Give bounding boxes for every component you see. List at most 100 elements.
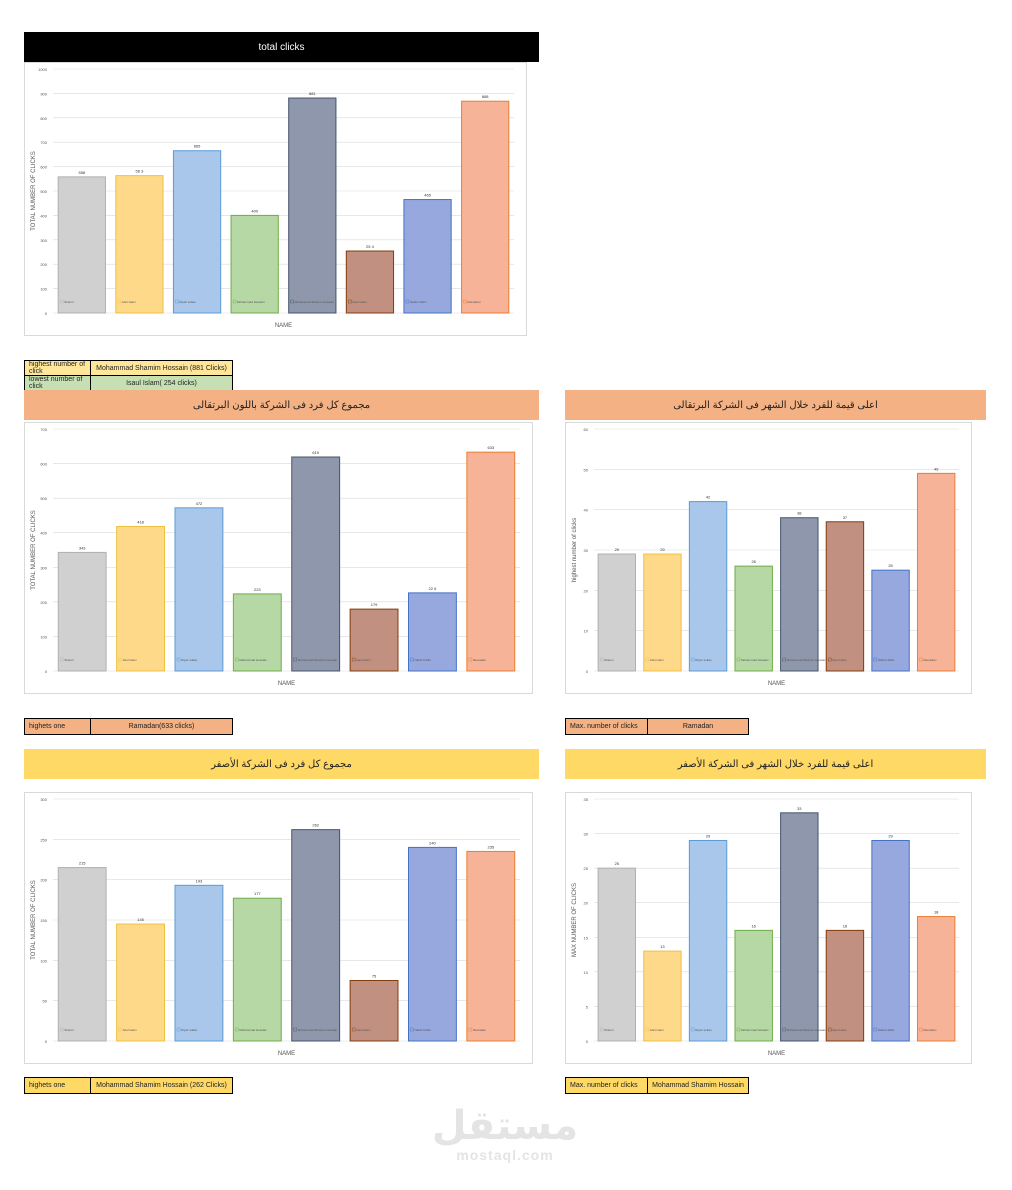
bar: [688, 839, 728, 1042]
chart5-plot-area: 0 5 10 15 20 25 30 35 25 Sharmi 13 Abul Islam 29 Riya…: [565, 792, 972, 1064]
y-tick-label: 600: [40, 462, 47, 467]
chart1-svg: 0 100 200 300 400 500 600 700 800 900 1000 558 Sharm…: [31, 67, 514, 329]
bar: [825, 521, 865, 672]
highest-value: Mohammad Shamim Hossain (881 Clicks): [96, 364, 227, 372]
chart3-title-band: اعلى قيمة للفرد خلال الشهر فى الشركة الب…: [565, 390, 986, 420]
legend-label: Mohammad Shamim Hossain: [298, 1028, 338, 1032]
bar: [597, 553, 637, 672]
x-axis-label: NAME: [768, 1051, 785, 1057]
data-label: 16: [751, 923, 756, 928]
chart2-title: مجموع كل فرد فى الشركة باللون البرتقالى: [192, 399, 371, 411]
highest-label: highest number of click: [25, 361, 91, 375]
y-tick-label: 0: [586, 669, 589, 674]
chart1-title-band: total clicks: [24, 32, 539, 62]
legend-label: Mohammad Hossain: [741, 658, 769, 662]
legend-label: Sharmi: [604, 658, 614, 662]
legend-label: Sharmi: [64, 1028, 74, 1032]
legend-swatch: [828, 657, 832, 662]
bar: [643, 950, 682, 1042]
data-label: 22 6: [429, 586, 438, 591]
chart3-summary-value: Ramadan: [682, 723, 714, 730]
y-tick-label: 400: [40, 213, 47, 218]
data-label: 418: [137, 519, 144, 524]
legend-label: Ramadan: [923, 1028, 936, 1032]
watermark: مستقل mostaql.com: [430, 1105, 580, 1163]
y-tick-label: 300: [40, 238, 47, 243]
bar: [597, 867, 637, 1042]
bar: [688, 501, 728, 672]
data-label: 193: [196, 878, 203, 883]
data-label: 223: [254, 587, 261, 592]
y-axis-label: MAX NUMBER OF CLICKS: [572, 883, 578, 957]
legend-swatch: [60, 657, 64, 662]
bar: [174, 884, 224, 1042]
bar: [408, 592, 457, 672]
legend-swatch: [463, 299, 467, 304]
legend-label: Nahid Uddin: [415, 1028, 432, 1032]
bar: [871, 569, 910, 672]
legend-label: Mohammad Hossain: [239, 1028, 267, 1032]
bar: [734, 565, 773, 672]
bar: [461, 100, 510, 314]
y-tick-label: 200: [40, 878, 47, 883]
legend-swatch: [175, 299, 179, 304]
legend-label: Abul Islam: [123, 1028, 138, 1032]
y-tick-label: 600: [40, 165, 47, 170]
data-label: 42: [706, 495, 711, 500]
legend-label: Ramadan: [473, 658, 486, 662]
legend-swatch: [468, 1027, 473, 1032]
legend-swatch: [59, 299, 64, 304]
data-label: 400: [251, 208, 258, 213]
legend-swatch: [405, 299, 410, 304]
data-label: 75: [372, 974, 377, 979]
bar: [345, 250, 395, 314]
legend-label: Riyaz sultan: [181, 1028, 198, 1032]
watermark-arabic: مستقل: [431, 1103, 579, 1149]
data-label: 25: [615, 861, 620, 866]
chart3-summary-label: Max. number of clicks: [566, 719, 648, 734]
bar: [466, 850, 516, 1042]
bar: [232, 897, 282, 1042]
data-label: 240: [429, 840, 436, 845]
legend-label: Isaul Islam: [832, 658, 847, 662]
legend-label: Riyaz sultan: [179, 300, 196, 304]
legend-label: Riyaz sultan: [695, 1028, 712, 1032]
lowest-row: lowest number of click Isaul Islam( 254 …: [25, 376, 232, 390]
legend-label: Sharmi: [64, 658, 74, 662]
bar: [466, 451, 516, 672]
legend-label: Abul Islam: [122, 300, 137, 304]
bar: [57, 551, 107, 672]
data-label: 29: [615, 547, 620, 552]
legend-swatch: [232, 299, 237, 304]
chart2-summary-table: highets one Ramadan(633 clicks): [24, 718, 233, 735]
y-tick-label: 20: [584, 901, 589, 906]
chart4-title: مجموع كل فرد فى الشركة الأصفر: [211, 758, 352, 770]
chart4-plot-area: 0 50 100 150 200 250 300 215 Sharmi 145 Abul Islam…: [24, 792, 533, 1064]
legend-swatch: [873, 1027, 878, 1032]
legend-swatch: [60, 1027, 64, 1032]
bar: [230, 214, 279, 314]
legend-label: Ramadan: [468, 300, 481, 304]
legend-swatch: [691, 657, 695, 662]
data-label: 179: [371, 602, 378, 607]
legend-label: Mohammad Hossain: [237, 300, 265, 304]
legend-label: Riyaz sultan: [695, 658, 712, 662]
legend-label: Isaul Islam: [352, 300, 367, 304]
y-tick-label: 500: [40, 189, 47, 194]
legend-label: Abul Islam: [650, 658, 665, 662]
legend-swatch: [410, 1027, 414, 1032]
bar: [734, 929, 773, 1042]
data-label: 881: [309, 91, 316, 96]
data-label: 619: [312, 450, 319, 455]
y-tick-label: 40: [584, 508, 589, 513]
legend-swatch: [919, 657, 923, 662]
chart1-title: total clicks: [258, 41, 305, 53]
chart3-summary-table: Max. number of clicks Ramadan: [565, 718, 749, 735]
data-label: 38: [797, 511, 802, 516]
chart3-title: اعلى قيمة للفرد خلال الشهر فى الشركة الب…: [673, 399, 878, 411]
y-tick-label: 10: [584, 970, 589, 975]
legend-label: Isaul Islam: [832, 1028, 847, 1032]
legend-label: Isaul Islam: [356, 658, 371, 662]
bar: [349, 980, 399, 1042]
y-axis-label: highest number of clicks: [572, 518, 578, 582]
